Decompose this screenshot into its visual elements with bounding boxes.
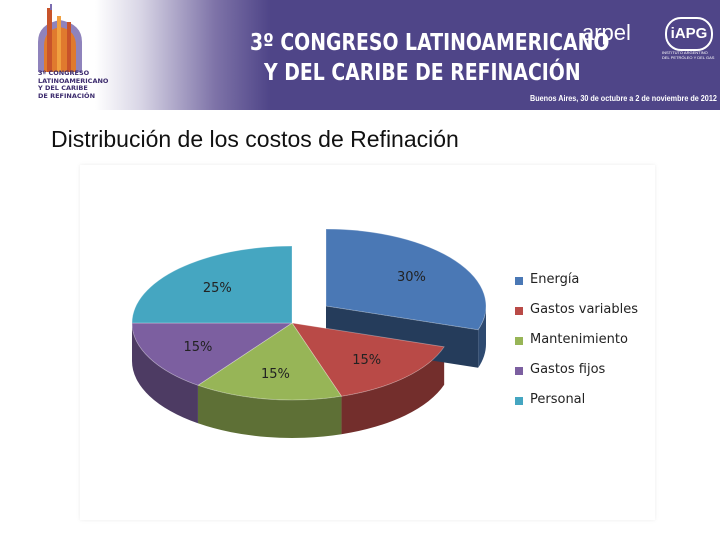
legend-swatch [515,307,523,315]
data-label-mantenimiento: 15% [261,367,290,382]
iapg-logo: iAPG [665,17,713,51]
pie-slice-gastos-fijos [131,322,294,386]
legend-swatch [515,337,523,345]
pie-side-energia [478,306,486,368]
event-date: Buenos Aires, 30 de octubre a 2 de novie… [530,93,717,103]
legend-item-gastos-variables: Gastos variables [515,302,655,322]
refinery-icon [38,4,82,72]
logo-line: Y DEL CARIBE [38,84,88,92]
data-label-energia: 30% [397,270,426,285]
pie-slice-energia [325,228,487,331]
congress-logo-text: 3º CONGRESO LATINOAMERICANO Y DEL CARIBE… [38,69,109,100]
legend-swatch [515,367,523,375]
iapg-subtitle: INSTITUTO ARGENTINO DEL PETRÓLEO Y DEL G… [662,50,715,60]
logo-line: 3º CONGRESO [38,69,90,77]
legend-label: Energía [530,272,580,287]
header-banner [0,0,720,110]
slide-title: Distribución de los costos de Refinación [51,126,459,152]
pie-side-mantenimiento [197,385,342,438]
arpel-logo: arpel [582,20,631,45]
legend-item-gastos-fijos: Gastos fijos [515,362,655,382]
data-label-gastos-fijos: 15% [183,340,212,355]
pie-slice-mantenimiento [197,322,343,401]
legend-item-personal: Personal [515,392,655,412]
legend-item-energia: Energía [515,272,655,292]
legend-swatch [515,277,523,285]
legend-item-mantenimiento: Mantenimiento [515,332,655,352]
data-label-gastos-variables: 15% [352,353,381,368]
legend-label: Personal [530,392,586,407]
logo-line: DE REFINACIÓN [38,91,96,100]
data-label-personal: 25% [203,281,232,296]
legend-swatch [515,397,523,405]
logo-line: LATINOAMERICANO [38,76,109,85]
legend-label: Gastos fijos [530,362,606,377]
pie-cut-energia [326,306,479,368]
pie-slice-gastos-variables [291,322,445,397]
congress-title-line1: 3º CONGRESO LATINOAMERICANO [250,30,610,56]
legend-label: Gastos variables [530,302,638,317]
pie-side-gastos-fijos [132,323,198,424]
congress-title-line2: Y DEL CARIBE DE REFINACIÓN [264,60,581,86]
pie-slice-personal [131,245,293,324]
congress-logo [30,2,100,110]
legend-label: Mantenimiento [530,332,628,347]
pie-side-gastos-variables [341,346,445,435]
